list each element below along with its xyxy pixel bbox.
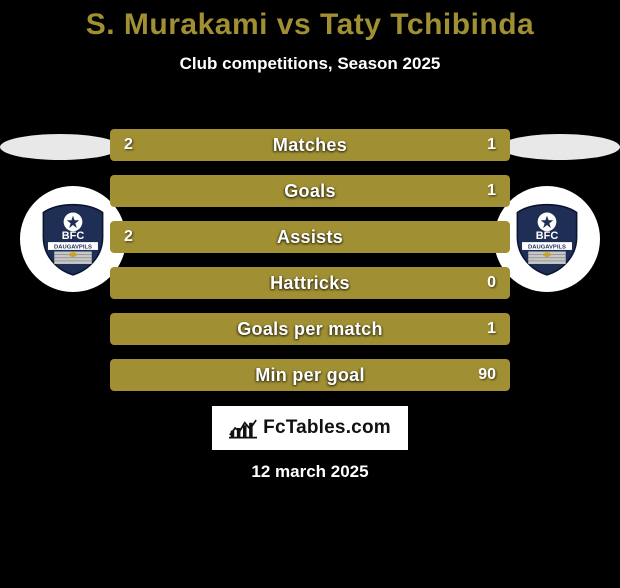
stat-row: Assists2 <box>110 221 510 253</box>
stats-rows: Matches21Goals1Assists2Hattricks0Goals p… <box>110 129 510 405</box>
branding: FcTables.com <box>212 406 408 450</box>
player-ellipse-right <box>500 134 620 160</box>
stat-label: Matches <box>110 129 510 161</box>
stat-row: Min per goal90 <box>110 359 510 391</box>
svg-text:BFC: BFC <box>62 230 85 242</box>
stat-value-right: 0 <box>487 267 496 299</box>
stat-value-left: 2 <box>124 221 133 253</box>
date-text: 12 march 2025 <box>0 462 620 482</box>
stat-label: Goals per match <box>110 313 510 345</box>
stat-label: Assists <box>110 221 510 253</box>
stat-value-right: 1 <box>487 313 496 345</box>
stat-label: Goals <box>110 175 510 207</box>
page-title: S. Murakami vs Taty Tchibinda <box>0 8 620 42</box>
stat-value-right: 90 <box>478 359 496 391</box>
stat-row: Goals1 <box>110 175 510 207</box>
stat-value-right: 1 <box>487 129 496 161</box>
stat-label: Hattricks <box>110 267 510 299</box>
stat-row: Matches2 1 <box>110 129 510 161</box>
svg-text:DAUGAVPILS: DAUGAVPILS <box>528 244 566 250</box>
player-ellipse-left <box>0 134 120 160</box>
stat-value-right: 1 <box>487 175 496 207</box>
stat-label: Min per goal <box>110 359 510 391</box>
svg-text:BFC: BFC <box>536 230 559 242</box>
stat-value-left: 2 <box>124 129 133 161</box>
svg-text:DAUGAVPILS: DAUGAVPILS <box>54 244 92 250</box>
chart-icon <box>229 416 257 440</box>
stat-row: Goals per match1 <box>110 313 510 345</box>
branding-text: FcTables.com <box>263 417 391 439</box>
subtitle: Club competitions, Season 2025 <box>0 54 620 74</box>
stat-row: Hattricks0 <box>110 267 510 299</box>
